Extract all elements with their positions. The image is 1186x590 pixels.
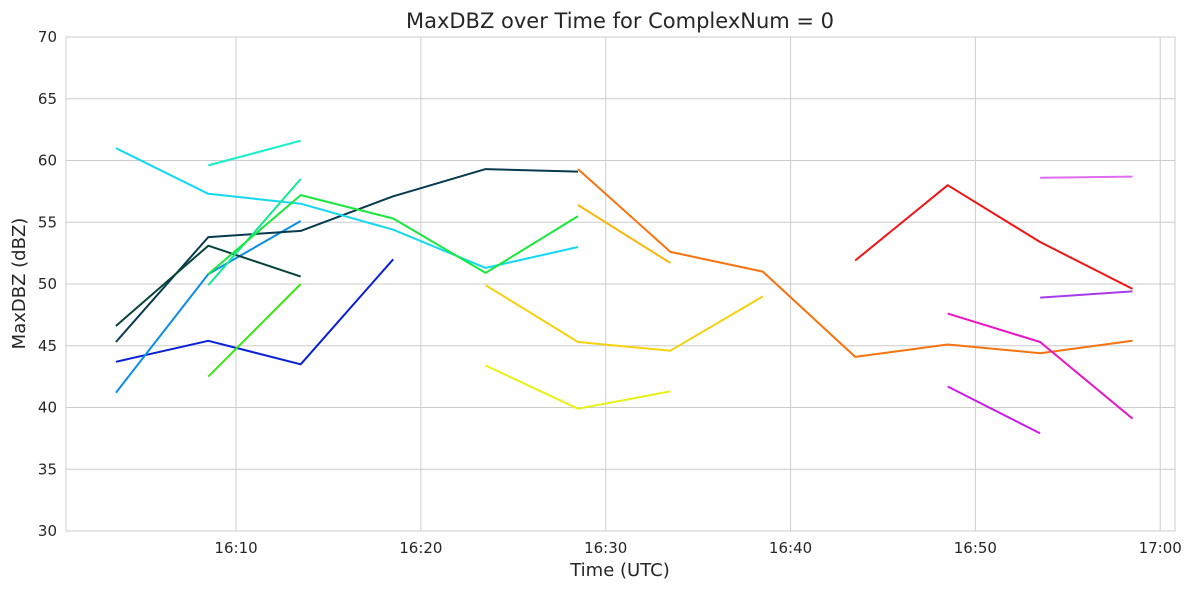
y-tick-label-8: 70 bbox=[38, 28, 57, 46]
chart-title: MaxDBZ over Time for ComplexNum = 0 bbox=[406, 9, 834, 33]
series-line-8 bbox=[207, 283, 302, 378]
x-tick-label-4: 16:50 bbox=[954, 539, 997, 557]
plot-area bbox=[65, 36, 1176, 532]
y-tick-label-0: 30 bbox=[38, 522, 57, 540]
series-line-16 bbox=[1040, 290, 1133, 299]
y-axis-ticks: 30 35 40 45 50 55 60 65 70 bbox=[38, 28, 57, 540]
x-tick-label-3: 16:40 bbox=[769, 539, 812, 557]
y-tick-label-7: 65 bbox=[38, 90, 57, 108]
plot-frame bbox=[65, 36, 1176, 532]
y-tick-label-3: 45 bbox=[38, 337, 57, 355]
series-line-11 bbox=[577, 204, 671, 264]
series-line-15 bbox=[947, 385, 1041, 435]
y-tick-label-2: 40 bbox=[38, 399, 57, 417]
series-lines bbox=[115, 139, 1134, 435]
y-tick-label-6: 60 bbox=[38, 152, 57, 170]
series-line-17 bbox=[1040, 175, 1133, 179]
series-line-9 bbox=[485, 364, 671, 410]
series-line-5 bbox=[208, 139, 301, 167]
x-tick-label-2: 16:30 bbox=[584, 539, 627, 557]
series-line-6 bbox=[207, 178, 302, 286]
x-axis-ticks: 16:10 16:20 16:30 16:40 16:50 17:00 bbox=[214, 539, 1181, 557]
series-line-7 bbox=[207, 194, 579, 275]
y-tick-label-4: 50 bbox=[38, 275, 57, 293]
x-axis-title: Time (UTC) bbox=[569, 560, 670, 581]
series-line-2 bbox=[115, 168, 579, 343]
series-line-3 bbox=[115, 244, 302, 327]
series-line-13 bbox=[854, 184, 1133, 290]
series-line-14 bbox=[947, 312, 1134, 420]
x-tick-label-0: 16:10 bbox=[214, 539, 257, 557]
y-tick-label-1: 35 bbox=[38, 460, 57, 478]
y-tick-label-5: 55 bbox=[38, 213, 57, 231]
x-tick-label-5: 17:00 bbox=[1139, 539, 1182, 557]
x-tick-label-1: 16:20 bbox=[399, 539, 442, 557]
series-line-10 bbox=[485, 284, 764, 352]
y-axis-title: MaxDBZ (dBZ) bbox=[9, 218, 30, 350]
series-line-0 bbox=[115, 258, 394, 366]
series-line-12 bbox=[577, 168, 1133, 358]
